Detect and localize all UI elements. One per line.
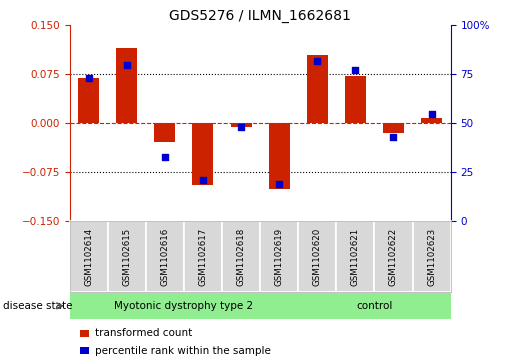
Bar bbox=[383, 123, 404, 133]
Point bbox=[237, 125, 245, 130]
Point bbox=[84, 76, 93, 81]
Text: GSM1102617: GSM1102617 bbox=[198, 228, 208, 286]
Bar bbox=[222, 221, 260, 292]
Bar bbox=[421, 118, 442, 123]
Bar bbox=[260, 221, 298, 292]
Bar bbox=[193, 123, 213, 185]
Bar bbox=[413, 221, 451, 292]
Point bbox=[427, 111, 436, 117]
Title: GDS5276 / ILMN_1662681: GDS5276 / ILMN_1662681 bbox=[169, 9, 351, 23]
Bar bbox=[231, 123, 251, 127]
Bar bbox=[80, 347, 89, 354]
Bar bbox=[154, 123, 175, 142]
Text: Myotonic dystrophy type 2: Myotonic dystrophy type 2 bbox=[114, 301, 253, 311]
Text: percentile rank within the sample: percentile rank within the sample bbox=[95, 346, 271, 356]
Text: GSM1102615: GSM1102615 bbox=[122, 228, 131, 286]
Text: GSM1102620: GSM1102620 bbox=[313, 228, 322, 286]
Point bbox=[351, 68, 359, 73]
Point bbox=[199, 178, 207, 183]
Bar bbox=[70, 221, 108, 292]
Bar bbox=[298, 221, 336, 292]
Text: GSM1102622: GSM1102622 bbox=[389, 228, 398, 286]
Point bbox=[313, 58, 321, 64]
Bar bbox=[307, 55, 328, 123]
Bar bbox=[345, 76, 366, 123]
Bar bbox=[298, 293, 451, 319]
Point bbox=[161, 154, 169, 160]
Point bbox=[275, 181, 283, 187]
Text: GSM1102619: GSM1102619 bbox=[274, 228, 284, 286]
Bar bbox=[146, 221, 184, 292]
Point bbox=[389, 134, 398, 140]
Bar bbox=[184, 221, 222, 292]
Bar bbox=[80, 330, 89, 337]
Bar bbox=[108, 221, 146, 292]
Text: disease state: disease state bbox=[3, 301, 72, 311]
Text: GSM1102614: GSM1102614 bbox=[84, 228, 93, 286]
Bar bbox=[336, 221, 374, 292]
Text: transformed count: transformed count bbox=[95, 328, 193, 338]
Text: GSM1102616: GSM1102616 bbox=[160, 228, 169, 286]
Bar bbox=[70, 293, 298, 319]
Text: control: control bbox=[356, 301, 392, 311]
Bar bbox=[78, 78, 99, 123]
Bar bbox=[269, 123, 289, 189]
Bar bbox=[374, 221, 413, 292]
Text: GSM1102623: GSM1102623 bbox=[427, 228, 436, 286]
Text: GSM1102618: GSM1102618 bbox=[236, 228, 246, 286]
Text: GSM1102621: GSM1102621 bbox=[351, 228, 360, 286]
Point bbox=[123, 62, 131, 68]
Bar bbox=[116, 48, 137, 123]
